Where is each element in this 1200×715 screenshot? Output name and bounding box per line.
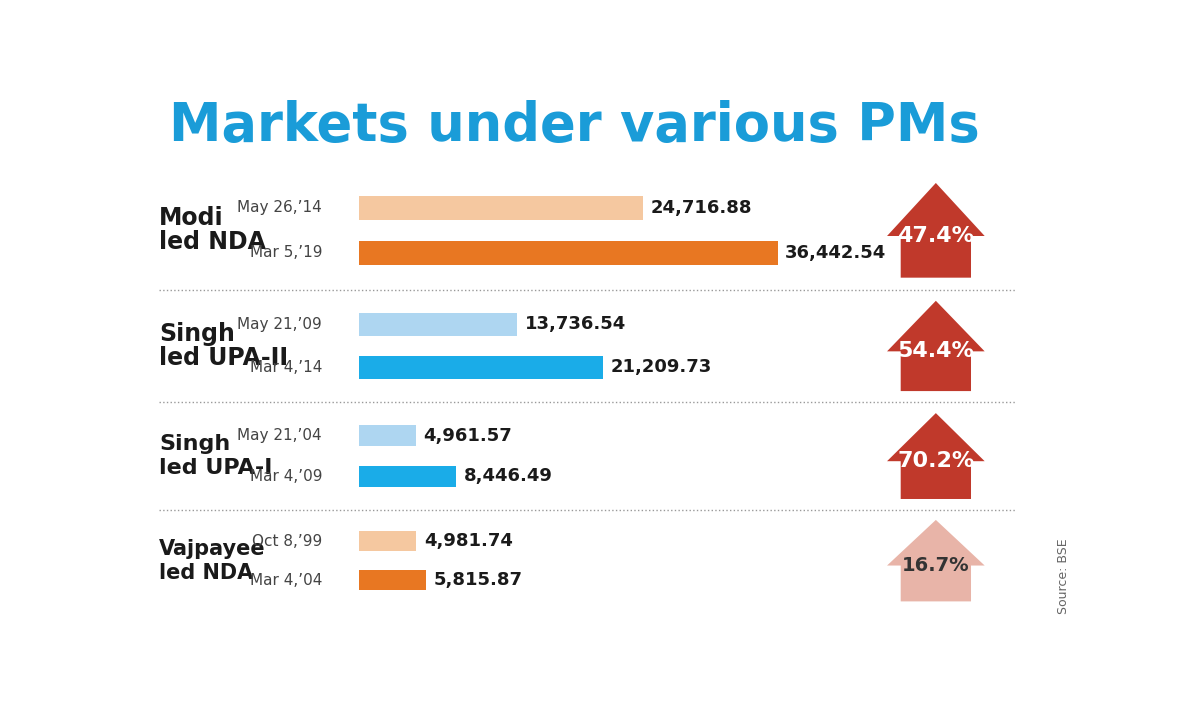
Text: 36,442.54: 36,442.54 (785, 244, 887, 262)
Text: 16.7%: 16.7% (902, 556, 970, 575)
Bar (359, 465, 456, 487)
Text: May 21,’09: May 21,’09 (238, 317, 322, 332)
Text: Mar 4,’04: Mar 4,’04 (250, 573, 322, 588)
Text: Markets under various PMs: Markets under various PMs (168, 99, 979, 152)
Text: 24,716.88: 24,716.88 (650, 199, 752, 217)
Polygon shape (887, 183, 985, 277)
Bar (359, 531, 416, 551)
Bar (359, 241, 778, 265)
Text: 47.4%: 47.4% (898, 226, 974, 246)
Polygon shape (887, 301, 985, 391)
Bar (359, 570, 426, 590)
Polygon shape (887, 413, 985, 499)
Text: Singh: Singh (160, 322, 235, 346)
Text: Modi: Modi (160, 206, 224, 230)
Text: 8,446.49: 8,446.49 (463, 468, 552, 485)
Bar (359, 313, 517, 336)
Polygon shape (887, 520, 985, 601)
Text: led NDA: led NDA (160, 563, 253, 583)
Text: led UPA-II: led UPA-II (160, 346, 288, 370)
Bar (359, 196, 643, 220)
Text: May 21,’04: May 21,’04 (238, 428, 322, 443)
Text: Singh: Singh (160, 434, 230, 454)
Text: led NDA: led NDA (160, 230, 266, 255)
Text: Oct 8,’99: Oct 8,’99 (252, 534, 322, 549)
Text: 5,815.87: 5,815.87 (433, 571, 522, 589)
Text: Source: BSE: Source: BSE (1057, 538, 1069, 614)
Text: led UPA-I: led UPA-I (160, 458, 272, 478)
Text: 4,981.74: 4,981.74 (424, 532, 512, 551)
Bar (359, 356, 602, 379)
Text: Vajpayee: Vajpayee (160, 538, 266, 558)
Text: 21,209.73: 21,209.73 (611, 358, 712, 376)
Text: May 26,’14: May 26,’14 (238, 200, 322, 215)
Text: 13,736.54: 13,736.54 (524, 315, 625, 333)
Bar (359, 425, 416, 446)
Text: Mar 4,’14: Mar 4,’14 (250, 360, 322, 375)
Text: Mar 5,’19: Mar 5,’19 (250, 245, 322, 260)
Text: 70.2%: 70.2% (898, 451, 974, 471)
Text: Mar 4,’09: Mar 4,’09 (250, 469, 322, 484)
Text: 4,961.57: 4,961.57 (424, 427, 512, 445)
Text: 54.4%: 54.4% (898, 341, 974, 361)
